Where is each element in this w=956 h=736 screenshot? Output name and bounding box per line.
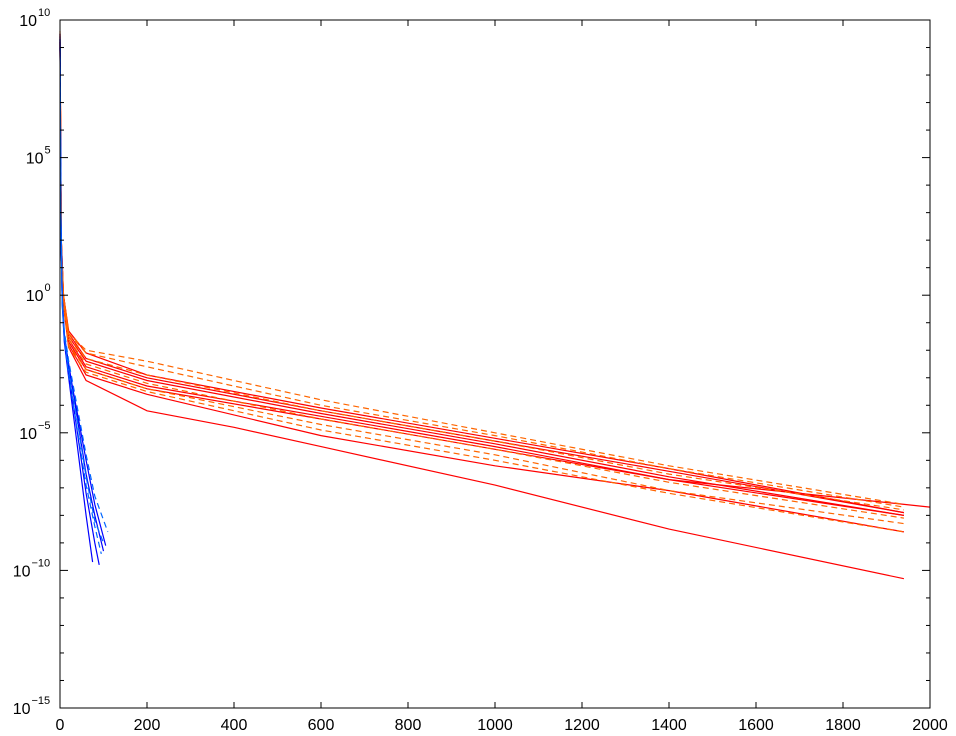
y-tick-base: 10 bbox=[13, 701, 31, 718]
series-line-8 bbox=[59, 30, 904, 505]
y-tick-label: 10 −10 bbox=[13, 557, 50, 580]
series-line-12 bbox=[59, 41, 904, 525]
x-tick-label: 2000 bbox=[912, 717, 948, 734]
y-tick-label: 10 0 bbox=[26, 282, 51, 305]
x-tick-label: 1400 bbox=[651, 717, 687, 734]
y-tick-base: 10 bbox=[19, 426, 37, 443]
y-tick-exponent: 5 bbox=[45, 145, 51, 157]
y-tick-exponent: −15 bbox=[32, 695, 51, 707]
series-line-10 bbox=[59, 36, 904, 511]
series-line-1 bbox=[59, 33, 905, 514]
y-tick-base: 10 bbox=[26, 151, 44, 168]
x-tick-label: 200 bbox=[134, 717, 161, 734]
series-line-19 bbox=[59, 39, 105, 544]
y-tick-label: 10 10 bbox=[19, 7, 50, 30]
x-tick-label: 1200 bbox=[564, 717, 600, 734]
x-tick-label: 1800 bbox=[825, 717, 861, 734]
y-tick-label: 10 −5 bbox=[19, 420, 50, 443]
y-tick-exponent: 10 bbox=[38, 7, 50, 19]
x-tick-label: 400 bbox=[221, 717, 248, 734]
y-tick-base: 10 bbox=[13, 563, 31, 580]
y-tick-exponent: −10 bbox=[32, 557, 51, 569]
y-tick-base: 10 bbox=[19, 13, 37, 30]
y-tick-exponent: −5 bbox=[38, 420, 51, 432]
plot-area-frame bbox=[59, 19, 931, 709]
y-tick-base: 10 bbox=[26, 288, 44, 305]
y-tick-label: 10 5 bbox=[26, 145, 51, 168]
x-tick-label: 1000 bbox=[477, 717, 513, 734]
series-line-14 bbox=[59, 33, 105, 552]
series-layer bbox=[59, 30, 931, 580]
y-tick-label: 10 −15 bbox=[13, 695, 50, 718]
x-tick-label: 800 bbox=[395, 717, 422, 734]
series-line-18 bbox=[59, 36, 109, 533]
series-line-11 bbox=[59, 39, 904, 519]
series-line-4 bbox=[59, 36, 904, 516]
x-tick-label: 0 bbox=[56, 717, 65, 734]
y-tick-exponent: 0 bbox=[45, 282, 51, 294]
x-tick-label: 600 bbox=[308, 717, 335, 734]
series-line-20 bbox=[59, 44, 102, 555]
series-line-15 bbox=[59, 39, 100, 566]
series-line-13 bbox=[59, 44, 904, 533]
x-tick-label: 1600 bbox=[738, 717, 774, 734]
series-line-6 bbox=[59, 41, 905, 533]
